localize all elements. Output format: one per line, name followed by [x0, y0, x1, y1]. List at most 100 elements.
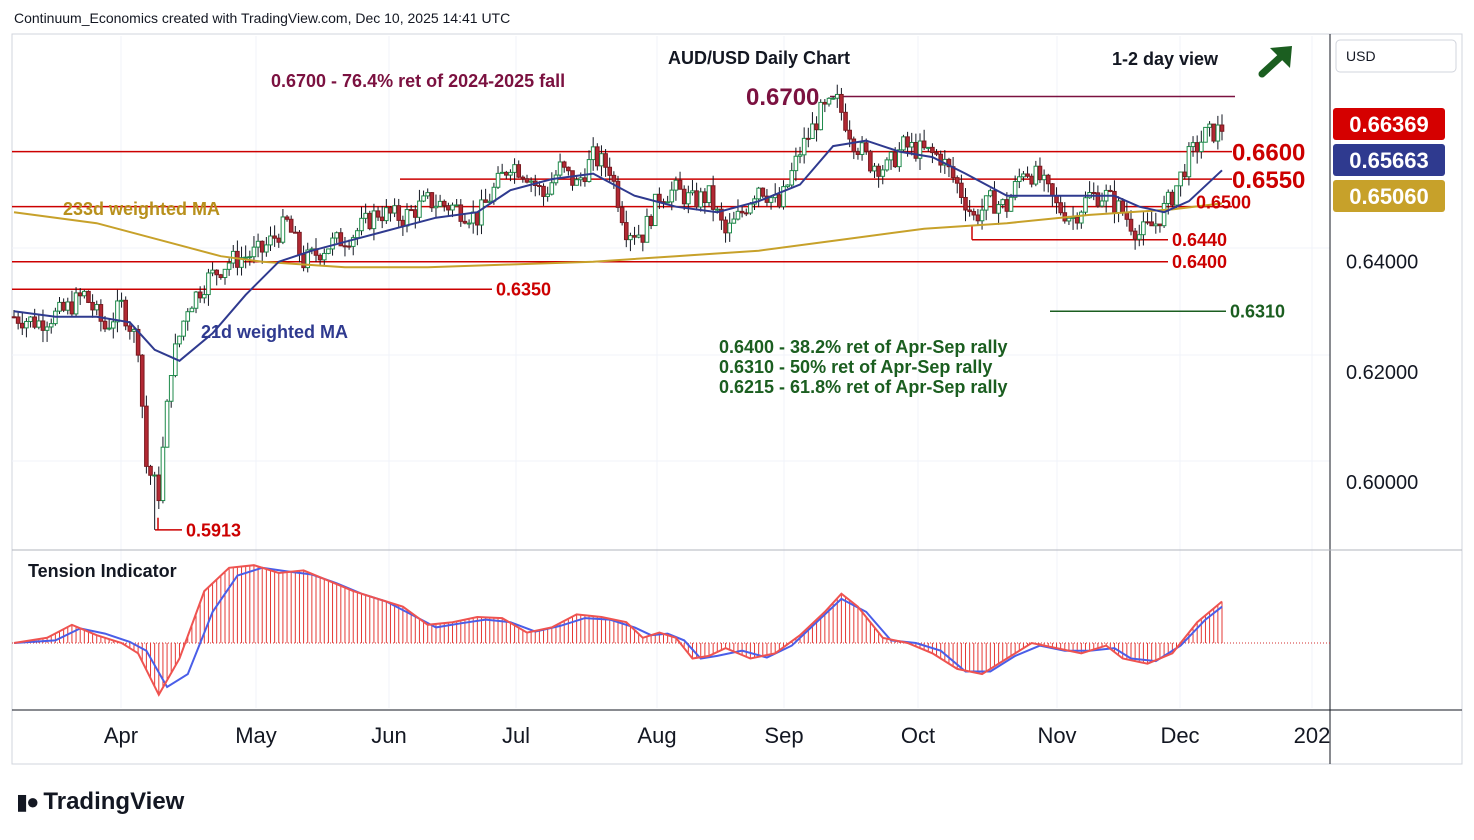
fib-note: 0.6700 - 76.4% ret of 2024-2025 fall	[271, 71, 565, 91]
candle	[599, 145, 604, 177]
candle-body	[793, 155, 799, 172]
candle-body	[570, 170, 575, 186]
candle-body	[818, 101, 824, 131]
ret-note-2: 0.6310 - 50% ret of Apr-Sep rally	[719, 357, 992, 377]
candle	[350, 234, 356, 256]
candle	[677, 171, 683, 190]
candle-body	[441, 200, 447, 207]
candle	[1170, 189, 1175, 207]
candle	[479, 189, 484, 235]
candle-body	[400, 219, 406, 227]
candle-body	[495, 172, 501, 188]
candle-body	[98, 304, 104, 322]
candle-body	[892, 151, 898, 168]
candle-body	[446, 205, 451, 211]
candle-body	[1041, 174, 1047, 181]
candle-body	[797, 154, 803, 157]
time-tick-label: Sep	[764, 723, 803, 748]
candle	[363, 203, 368, 224]
price-tick-label: 0.60000	[1346, 472, 1418, 494]
candle	[177, 335, 182, 348]
candle-body	[917, 140, 923, 159]
grid	[12, 36, 1330, 708]
candle	[90, 294, 95, 318]
currency-selector[interactable]: USD	[1335, 39, 1457, 73]
candle	[69, 290, 75, 317]
candle-body	[992, 190, 997, 214]
candle	[512, 158, 517, 184]
candle-body	[628, 235, 633, 241]
candle-body	[425, 192, 430, 197]
candle-body	[644, 215, 650, 243]
candle	[524, 174, 530, 184]
candle-body	[810, 123, 815, 139]
candle-body	[293, 231, 298, 234]
candle-body	[855, 151, 861, 155]
level-label-0.6550: 0.6550	[1232, 167, 1305, 194]
candle-body	[48, 323, 54, 328]
candle	[648, 214, 654, 230]
candle-body	[983, 195, 989, 211]
candle	[388, 206, 393, 222]
price-badge-label: 0.66369	[1349, 112, 1429, 137]
candle-body	[996, 204, 1001, 214]
candle	[330, 232, 335, 256]
level-label-0.6310: 0.6310	[1230, 302, 1285, 322]
time-tick-label: Jul	[502, 723, 530, 748]
candle-body	[607, 166, 613, 176]
candle-body	[384, 207, 389, 222]
candle-body	[483, 199, 488, 203]
candle-body	[719, 208, 724, 221]
candle-body	[1128, 218, 1134, 232]
candle	[727, 213, 732, 242]
candle-body	[1174, 185, 1179, 206]
ret-note-3: 0.6215 - 61.8% ret of Apr-Sep rally	[719, 377, 1007, 397]
candle-body	[367, 212, 373, 230]
candle-body	[454, 204, 459, 207]
candle-body	[566, 166, 571, 172]
candle-body	[768, 197, 774, 203]
candle-body	[595, 146, 600, 167]
candle-body	[168, 375, 174, 402]
candle	[549, 172, 555, 196]
candle	[566, 166, 571, 176]
candle-body	[1029, 175, 1034, 185]
candle-body	[239, 257, 244, 268]
candle	[1008, 193, 1014, 212]
candle-body	[1091, 191, 1097, 194]
price-axis[interactable]: 0.64000 0.62000 0.60000	[1346, 252, 1418, 494]
candle-body	[599, 153, 604, 167]
candle-body	[115, 300, 120, 323]
candle	[801, 127, 807, 164]
chart-title: AUD/USD Daily Chart	[668, 48, 850, 68]
candle-body	[640, 234, 646, 243]
candle	[921, 129, 927, 150]
tradingview-brand[interactable]: ▮● TradingView	[16, 788, 184, 816]
candle-body	[1186, 146, 1192, 178]
candle-body	[785, 184, 790, 188]
candle-body	[1203, 126, 1208, 143]
candle	[342, 236, 348, 257]
candle-body	[537, 185, 542, 188]
candle-body	[930, 146, 935, 154]
candle	[73, 287, 79, 317]
candle	[644, 208, 650, 243]
candle-body	[177, 335, 182, 345]
candle	[202, 285, 207, 304]
candle-body	[901, 136, 906, 151]
time-tick-label: Oct	[901, 723, 935, 748]
candle-body	[806, 137, 811, 140]
candle	[888, 151, 894, 170]
candle-body	[1207, 123, 1212, 128]
candle	[61, 298, 66, 313]
time-axis[interactable]: Apr May Jun Jul Aug Sep Oct Nov Dec 202	[104, 723, 1330, 748]
candle-body	[346, 245, 352, 248]
candle	[574, 175, 579, 186]
view-label: 1-2 day view	[1112, 49, 1219, 69]
candle	[280, 208, 286, 245]
candle-body	[359, 217, 364, 232]
candle	[110, 312, 116, 339]
candle	[537, 181, 542, 196]
